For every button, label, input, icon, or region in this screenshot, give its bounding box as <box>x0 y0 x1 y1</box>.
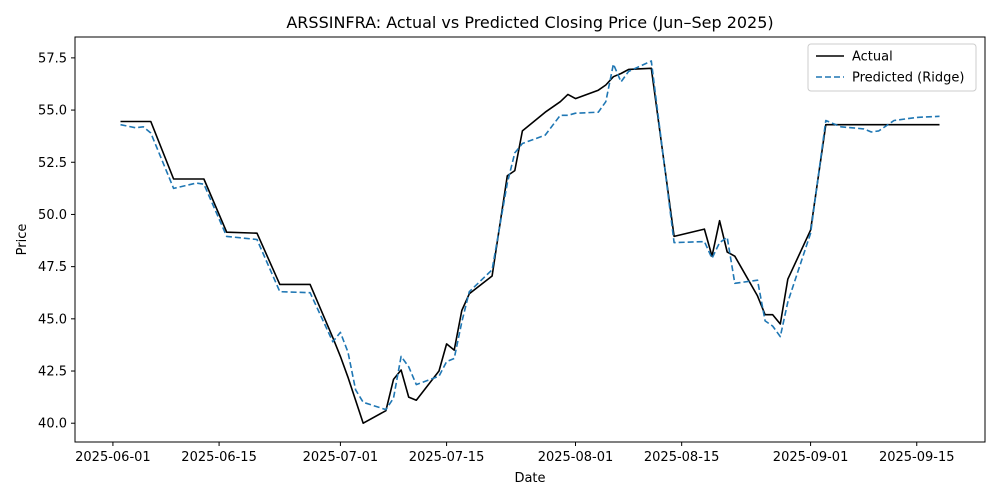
y-tick-label: 47.5 <box>38 260 67 275</box>
chart-title: ARSSINFRA: Actual vs Predicted Closing P… <box>286 13 773 32</box>
series-layer <box>120 60 940 425</box>
y-tick-label: 50.0 <box>38 208 67 223</box>
legend: Actual Predicted (Ridge) <box>807 43 977 92</box>
x-tick-label: 2025-08-15 <box>644 450 720 465</box>
y-tick-label: 45.0 <box>38 312 67 327</box>
y-axis-label: Price <box>15 224 30 256</box>
x-axis-label: Date <box>514 471 545 486</box>
x-axis: 2025-06-01 2025-06-15 2025-07-01 2025-07-15… <box>75 442 955 465</box>
series-predicted-line <box>120 60 940 411</box>
x-tick-label: 2025-09-01 <box>773 450 849 465</box>
x-tick-label: 2025-06-15 <box>181 450 257 465</box>
legend-label: Actual <box>852 50 893 65</box>
x-tick-label: 2025-07-15 <box>409 450 485 465</box>
y-axis: 40.0 42.5 45.0 47.5 50.0 52.5 55.0 57.5 <box>38 51 75 432</box>
x-tick-label: 2025-08-01 <box>538 450 614 465</box>
y-tick-label: 42.5 <box>38 365 67 380</box>
y-tick-label: 40.0 <box>38 417 67 432</box>
legend-label: Predicted (Ridge) <box>852 71 964 86</box>
x-tick-label: 2025-09-15 <box>879 450 955 465</box>
y-tick-label: 57.5 <box>38 51 67 66</box>
x-tick-label: 2025-06-01 <box>75 450 151 465</box>
x-tick-label: 2025-07-01 <box>303 450 379 465</box>
legend-box <box>807 43 977 92</box>
plot-area-frame <box>74 36 986 443</box>
series-actual-line <box>120 67 940 425</box>
y-tick-label: 55.0 <box>38 104 67 119</box>
y-tick-label: 52.5 <box>38 156 67 171</box>
